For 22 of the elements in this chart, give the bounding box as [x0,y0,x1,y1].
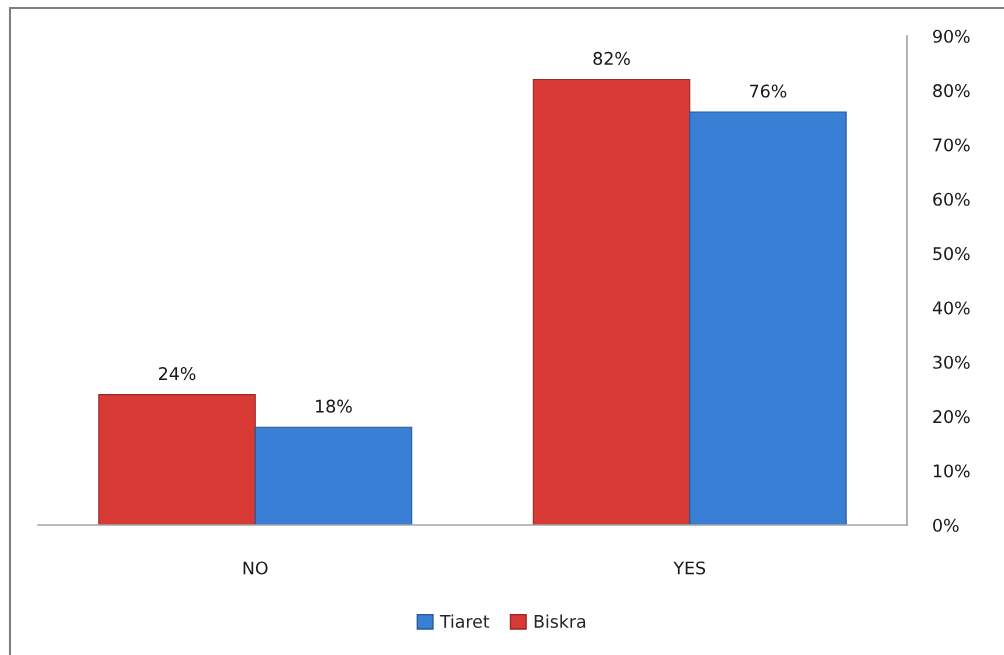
x-tick-label: YES [673,561,706,575]
y-tick-label: 80% [933,84,970,98]
bar [532,78,691,525]
bar [98,394,256,525]
y-tick-label: 90% [933,29,970,43]
y-tick-label: 70% [933,138,970,152]
y-tick-label: 10% [933,464,970,478]
x-tick-label: NO [243,561,268,575]
y-tick-label: 20% [933,410,970,424]
legend-label: Tiaret [439,614,490,629]
y-tick-label: 40% [932,301,970,315]
y-tick-label: 30% [933,355,970,369]
y-tick-label: 50% [933,247,970,261]
y-tick-label: 0% [933,518,959,532]
data-label: 82% [593,51,630,65]
data-label: 76% [750,84,787,98]
y-tick-label: 60% [933,192,970,206]
bar [689,111,847,525]
legend-label: Biskra [534,614,586,629]
data-label: 18% [316,399,352,413]
data-label: 24% [159,366,196,381]
bar [254,426,413,525]
